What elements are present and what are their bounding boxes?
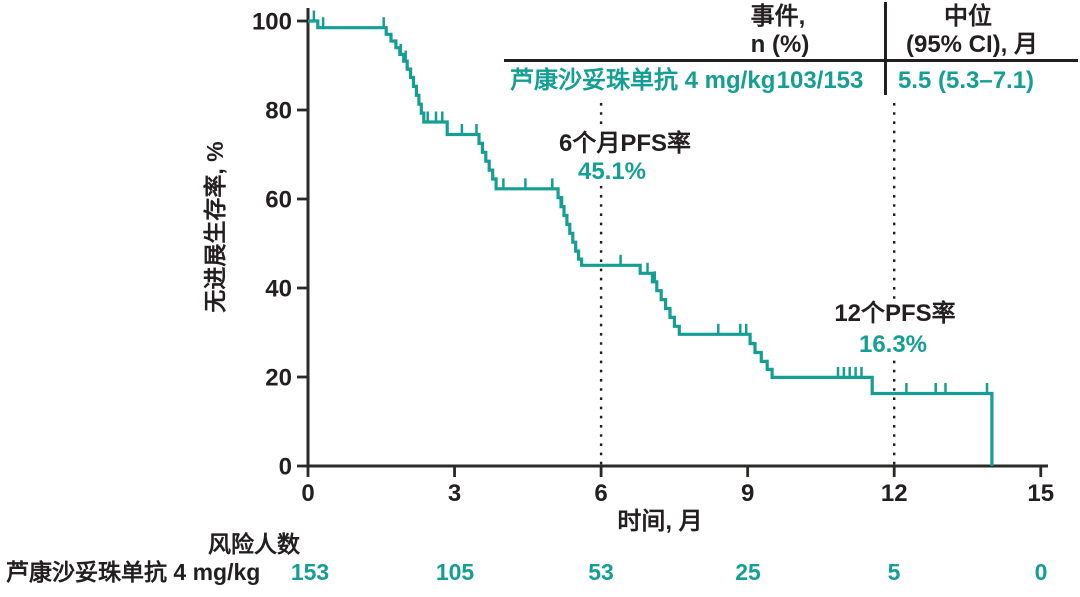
y-tick-label: 0 xyxy=(279,454,292,481)
y-tick-label: 80 xyxy=(265,98,292,125)
median-header-line2: (95% CI), 月 xyxy=(905,31,1039,58)
y-tick-label: 100 xyxy=(252,9,292,36)
risk-count-3: 25 xyxy=(735,559,761,585)
risk-count-1: 105 xyxy=(435,559,475,585)
risk-table-title: 风险人数 xyxy=(208,531,300,557)
x-tick-label: 9 xyxy=(741,480,754,507)
x-tick-label: 0 xyxy=(301,480,314,507)
x-tick-label: 6 xyxy=(594,480,607,507)
events-header-line2: n (%) xyxy=(750,31,810,58)
y-tick-label: 20 xyxy=(265,365,292,392)
events-value: 103/153 xyxy=(776,67,864,94)
x-tick-label: 15 xyxy=(1027,480,1054,507)
median-value: 5.5 (5.3–7.1) xyxy=(897,67,1035,94)
median-header-line1: 中位 xyxy=(944,3,992,30)
risk-count-4: 5 xyxy=(887,559,901,585)
risk-count-0: 153 xyxy=(290,559,330,585)
pfs12-label: 12个PFS率 xyxy=(829,300,961,328)
treatment-row-label: 芦康沙妥珠单抗 4 mg/kg xyxy=(510,67,776,94)
table-header-rule xyxy=(504,59,1078,62)
y-tick-label: 60 xyxy=(265,187,292,214)
events-header-line1: 事件, xyxy=(750,3,806,30)
risk-count-5: 0 xyxy=(1034,559,1048,585)
pfs6-label: 6个月PFS率 xyxy=(553,130,697,158)
km-curve xyxy=(308,19,994,466)
x-tick-label: 12 xyxy=(881,480,908,507)
y-tick-label: 40 xyxy=(265,276,292,303)
x-tick-label: 3 xyxy=(448,480,461,507)
risk-count-2: 53 xyxy=(588,559,614,585)
x-axis-title: 时间, 月 xyxy=(617,508,703,535)
y-axis-title: 无进展生存率, % xyxy=(202,141,228,313)
table-column-divider xyxy=(884,2,887,95)
pfs12-value: 16.3% xyxy=(853,331,933,359)
pfs6-value: 45.1% xyxy=(572,158,652,186)
risk-row-label: 芦康沙妥珠单抗 4 mg/kg xyxy=(6,559,261,585)
